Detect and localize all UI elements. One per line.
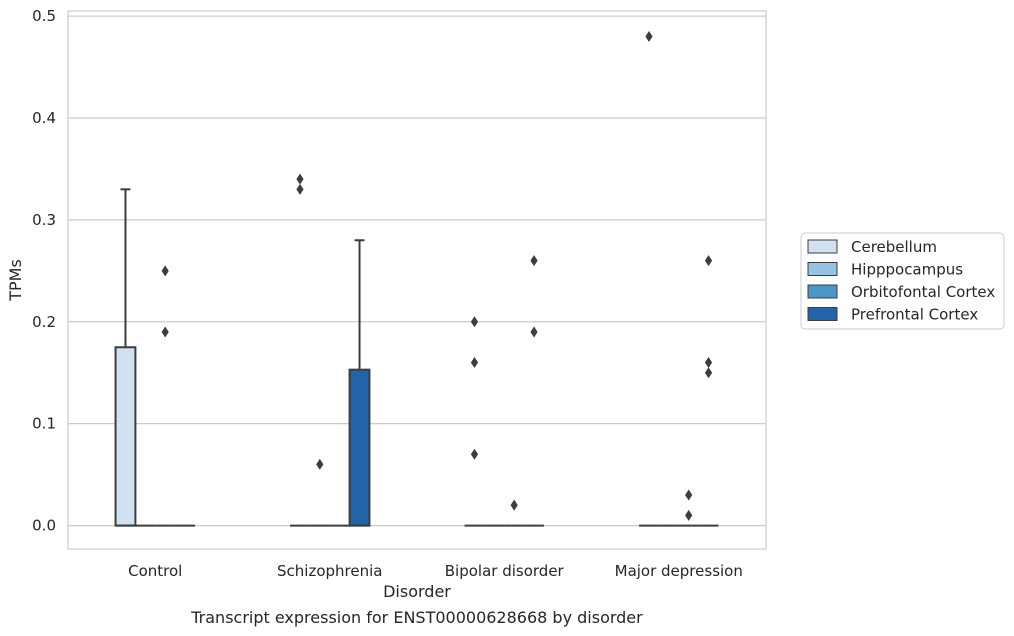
box-series (114, 30, 719, 527)
outlier-point (470, 316, 479, 328)
x-tick-label: Control (128, 562, 182, 580)
outlier-point (470, 448, 479, 460)
outlier-point (161, 265, 169, 277)
outlier-point (470, 357, 479, 369)
chart-caption: Transcript expression for ENST0000062866… (190, 608, 643, 627)
box-cerebellum (290, 173, 310, 527)
box-cerebellum (464, 316, 485, 527)
y-tick-label: 0.4 (32, 109, 56, 127)
outlier-point (704, 367, 713, 379)
grid-lines (68, 15, 766, 527)
outlier-point (296, 183, 304, 195)
outlier-point (645, 30, 653, 42)
x-axis-label: Disorder (383, 582, 451, 601)
outlier-point (161, 326, 169, 338)
box-prefrontal-cortex (524, 255, 544, 527)
box-cerebellum (639, 30, 659, 527)
box-cerebellum (114, 188, 137, 527)
outlier-point (704, 255, 713, 267)
x-tick-label: Schizophrenia (277, 562, 382, 580)
y-tick-label: 0.1 (32, 415, 56, 433)
legend-label: Prefrontal Cortex (851, 306, 978, 324)
y-tick-label: 0.0 (32, 517, 56, 535)
outlier-point (530, 255, 538, 267)
outlier-point (685, 489, 693, 501)
box-orbitofontal-cortex (678, 489, 699, 527)
box-orbitofontal-cortex (155, 265, 176, 527)
box-orbitofontal-cortex (504, 499, 525, 527)
outlier-point (704, 357, 713, 369)
box-hipppocampus (309, 458, 330, 527)
x-tick-label: Major depression (615, 562, 743, 580)
outlier-point (510, 499, 518, 511)
y-tick-label: 0.5 (32, 7, 56, 25)
box-prefrontal-cortex (348, 239, 371, 527)
x-tick-label: Bipolar disorder (445, 562, 565, 580)
legend-swatch (807, 262, 838, 276)
legend-frame (800, 232, 1005, 330)
plot-area-frame (67, 10, 767, 550)
box-prefrontal-cortex (698, 255, 719, 527)
box-body (348, 368, 371, 527)
legend-label: Orbitofontal Cortex (851, 283, 995, 301)
legend-label: Cerebellum (851, 238, 937, 256)
y-tick-label: 0.3 (32, 211, 56, 229)
legend: Cerebellum Hipppocampus Orbitofontal Corte… (800, 232, 1005, 330)
outlier-point (685, 509, 693, 521)
y-axis-label: TPMs (6, 259, 25, 302)
y-tick-label: 0.2 (32, 313, 56, 331)
box-body (114, 346, 137, 527)
legend-swatch (807, 239, 838, 254)
x-axis-ticks: Control Schizophrenia Bipolar disorder Majo… (128, 562, 743, 580)
outlier-point (316, 458, 324, 470)
legend-label: Hipppocampus (851, 261, 963, 279)
y-axis-ticks: 0.0 0.1 0.2 0.3 0.4 0.5 (32, 7, 56, 534)
legend-swatch (807, 284, 838, 299)
outlier-point (296, 173, 304, 185)
outlier-point (530, 326, 538, 338)
legend-swatch (807, 307, 838, 321)
